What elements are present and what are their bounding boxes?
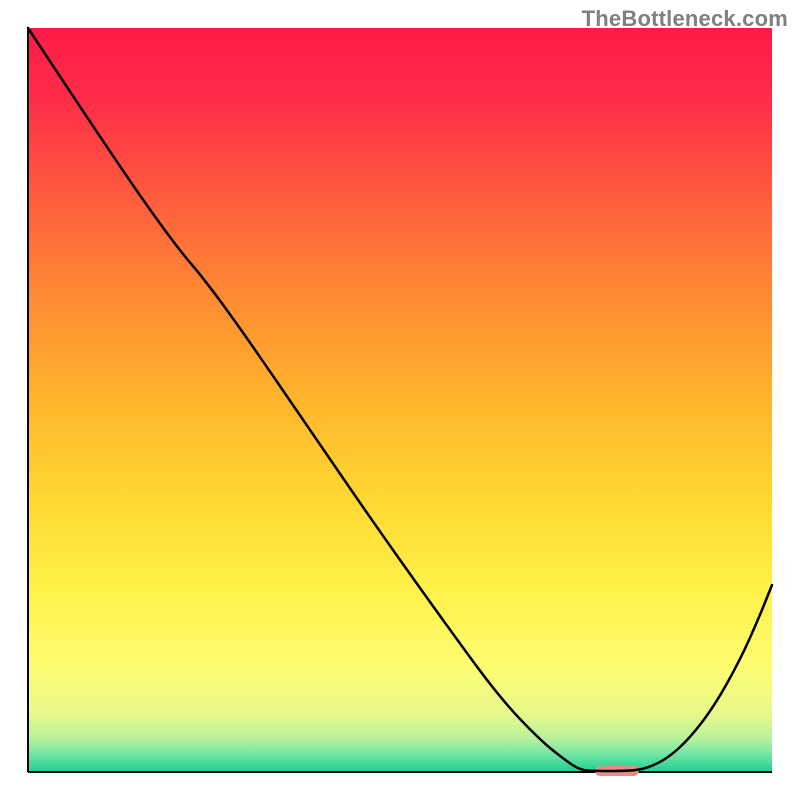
bottleneck-chart: TheBottleneck.com — [0, 0, 800, 800]
watermark-text: TheBottleneck.com — [582, 6, 788, 32]
plot-background — [28, 28, 772, 772]
chart-canvas — [0, 0, 800, 800]
